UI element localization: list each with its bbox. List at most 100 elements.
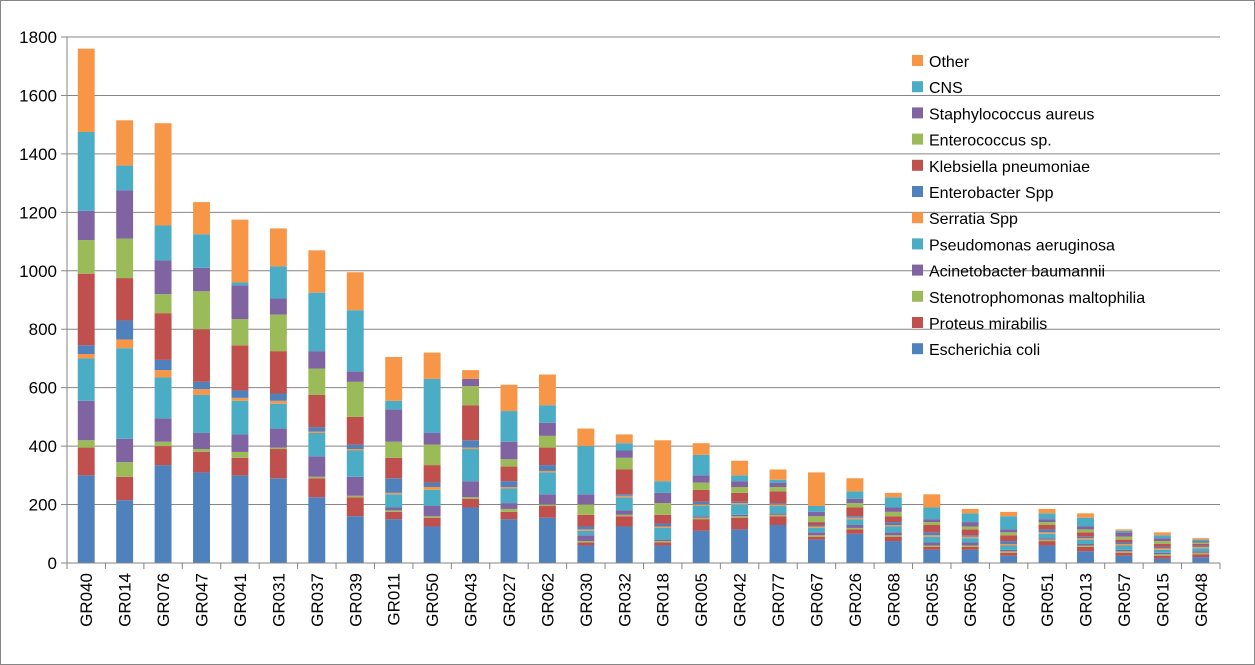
bar-segment: [1000, 555, 1018, 563]
bar-segment: [577, 541, 595, 543]
bar-segment: [193, 291, 210, 330]
bar-segment: [1192, 542, 1210, 545]
bar-segment: [1038, 513, 1056, 520]
bar-segment: [423, 432, 441, 445]
bar-segment: [654, 527, 672, 540]
bar-segment: [77, 48, 95, 132]
bar-segment: [615, 526, 633, 563]
bar-segment: [462, 370, 480, 379]
bar-segment: [1038, 522, 1056, 526]
bar-segment: [308, 476, 326, 479]
y-tick-label: 1000: [19, 262, 57, 281]
legend-label: Serratia Spp: [929, 211, 1018, 228]
bar-segment: [692, 517, 710, 520]
bar-segment: [154, 418, 172, 442]
bar-segment: [807, 516, 825, 523]
bar-segment: [423, 516, 441, 518]
bar-segment: [538, 405, 556, 423]
bar-segment: [615, 443, 633, 451]
bar-segment: [462, 440, 480, 448]
bar-segment: [1115, 555, 1133, 563]
x-tick-label: GR047: [193, 573, 212, 627]
legend-label: Staphylococcus aureus: [929, 106, 1094, 123]
bar-segment: [1000, 511, 1018, 517]
bar-segment: [538, 374, 556, 406]
bar-segment: [577, 530, 595, 536]
bar-segment: [1038, 508, 1056, 514]
legend-swatch: [912, 107, 923, 119]
y-tick-label: 600: [29, 379, 57, 398]
bar-segment: [423, 506, 441, 517]
bar-segment: [961, 546, 979, 550]
bar-segment: [1000, 552, 1018, 556]
y-tick-label: 0: [48, 554, 57, 573]
bar-segment: [807, 526, 825, 528]
bar-segment: [77, 273, 95, 346]
bar-segment: [346, 444, 364, 450]
x-tick-label: GR018: [654, 573, 673, 627]
bar-segment: [884, 536, 902, 542]
bar-segment: [269, 351, 287, 394]
bar-segment: [193, 449, 210, 452]
bar-segment: [692, 516, 710, 518]
bar-segment: [77, 354, 95, 359]
bar-segment: [731, 475, 749, 482]
bar-segment: [577, 542, 595, 546]
bar-segment: [154, 465, 172, 563]
bar-segment: [769, 506, 787, 514]
bar-segment: [692, 519, 710, 531]
bar-segment: [846, 507, 864, 517]
bar-segment: [654, 440, 672, 482]
bar-segment: [923, 507, 941, 520]
bar-segment: [193, 329, 210, 382]
bar-segment: [1192, 546, 1210, 549]
bar-segment: [1153, 552, 1171, 555]
bar-segment: [193, 267, 210, 292]
bar-segment: [269, 298, 287, 315]
bar-segment: [846, 529, 864, 534]
legend-swatch: [912, 212, 923, 224]
bar-segment: [961, 526, 979, 530]
bar-segment: [1115, 530, 1133, 533]
bar-segment: [538, 472, 556, 495]
bar-segment: [846, 533, 864, 563]
bar-segment: [308, 292, 326, 352]
bar-segment: [1192, 545, 1210, 547]
y-tick-label: 200: [29, 496, 57, 515]
bar-segment: [884, 497, 902, 508]
bar-segment: [1038, 529, 1056, 533]
x-tick-label: GR077: [769, 573, 788, 627]
bar-segment: [1077, 545, 1094, 547]
bar-segment: [961, 542, 979, 546]
bar-segment: [692, 475, 710, 483]
bar-segment: [308, 394, 326, 428]
bar-segment: [923, 549, 941, 563]
bar-segment: [1153, 544, 1171, 547]
bar-segment: [1077, 529, 1094, 533]
y-axis-tick-labels: 0 200 400 600 800 1000 1200 1400 1600 1800: [19, 28, 57, 573]
bar-segment: [308, 478, 326, 498]
bar-segment: [1038, 525, 1056, 530]
bar-segment: [269, 400, 287, 404]
legend-label: Pseudomonas aeruginosa: [929, 237, 1115, 254]
bar-segment: [231, 390, 249, 398]
bar-segment: [654, 541, 672, 543]
bar-segment: [884, 532, 902, 536]
bar-segment: [193, 234, 210, 268]
bar-segment: [1115, 529, 1133, 531]
bar-segment: [1192, 552, 1210, 555]
bar-segment: [1192, 539, 1210, 542]
x-tick-label: GR055: [923, 573, 942, 627]
bar-segment: [423, 482, 441, 488]
x-tick-label: GR048: [1192, 573, 1211, 627]
bar-segment: [116, 165, 134, 191]
bar-segment: [807, 511, 825, 517]
bar-segment: [193, 389, 210, 395]
bar-segment: [884, 492, 902, 498]
bar-segment: [385, 457, 403, 479]
y-tick-label: 1600: [19, 86, 57, 105]
bar-segment: [1038, 533, 1056, 539]
bar-segment: [615, 434, 633, 444]
bar-segment: [923, 532, 941, 536]
bar-segment: [423, 487, 441, 490]
